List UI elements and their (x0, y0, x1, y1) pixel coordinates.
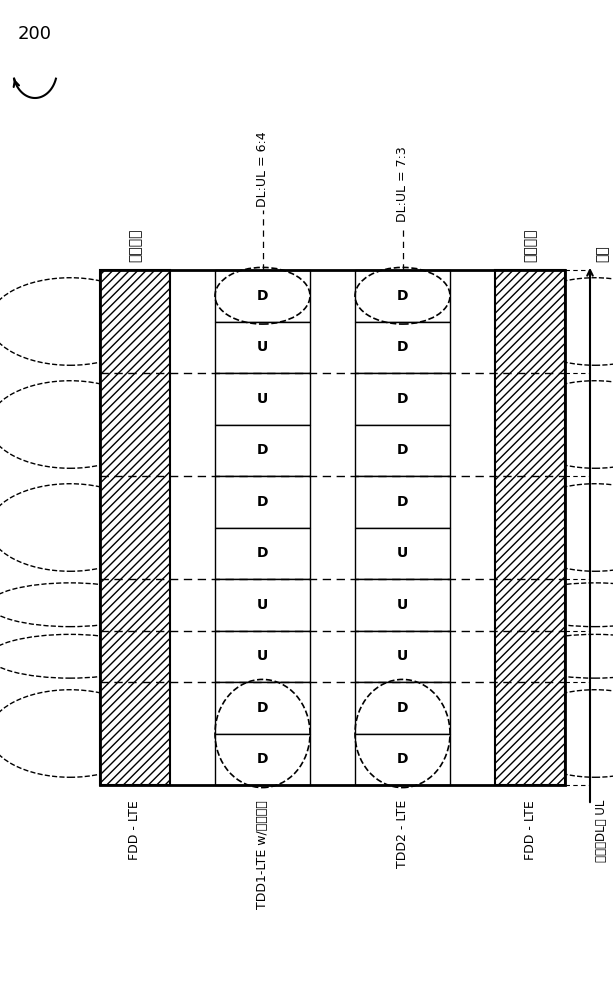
Text: DL:UL = 6:4: DL:UL = 6:4 (256, 131, 269, 207)
Bar (355, 322, 450, 373)
Text: D: D (257, 701, 268, 715)
Bar (215, 682, 310, 734)
Bar (355, 734, 450, 785)
Bar (100, 270, 170, 785)
Text: D: D (257, 752, 268, 766)
Bar (100, 270, 565, 785)
Bar (355, 528, 450, 579)
Text: FDD - LTE: FDD - LTE (524, 800, 536, 860)
Bar (355, 373, 450, 424)
Bar (215, 373, 310, 424)
Bar (495, 270, 565, 785)
Text: U: U (397, 598, 408, 612)
Text: DL:UL = 7:3: DL:UL = 7:3 (396, 146, 409, 222)
Bar (215, 579, 310, 631)
Bar (355, 579, 450, 631)
Bar (215, 270, 310, 322)
Text: D: D (397, 443, 408, 457)
Bar (355, 424, 450, 476)
Text: 下行链路: 下行链路 (128, 229, 142, 262)
Bar (215, 322, 310, 373)
Text: U: U (257, 649, 268, 663)
Text: U: U (257, 392, 268, 406)
Text: D: D (397, 392, 408, 406)
Bar (100, 270, 170, 785)
Text: D: D (397, 752, 408, 766)
Text: U: U (257, 340, 268, 354)
Text: D: D (397, 289, 408, 303)
Bar (215, 424, 310, 476)
Text: TDD1-LTE w/免许可的: TDD1-LTE w/免许可的 (256, 800, 269, 909)
Text: D: D (397, 495, 408, 509)
Text: D: D (397, 701, 408, 715)
Text: D: D (257, 289, 268, 303)
Text: TDD2 - LTE: TDD2 - LTE (396, 800, 409, 868)
Text: D: D (257, 495, 268, 509)
Text: FDD - LTE: FDD - LTE (129, 800, 142, 860)
Bar (215, 734, 310, 785)
Text: U: U (397, 649, 408, 663)
Text: D: D (257, 546, 268, 560)
Text: D: D (257, 443, 268, 457)
Bar (215, 631, 310, 682)
Bar (215, 476, 310, 528)
Bar (355, 682, 450, 734)
Text: 上行链路: 上行链路 (523, 229, 537, 262)
Bar (355, 476, 450, 528)
Bar (355, 631, 450, 682)
Bar (495, 270, 565, 785)
Text: U: U (257, 598, 268, 612)
Text: 时间: 时间 (595, 245, 609, 262)
Text: 有效的DL： UL: 有效的DL： UL (595, 800, 608, 862)
Bar (355, 270, 450, 322)
Text: 200: 200 (18, 25, 52, 43)
Text: D: D (397, 340, 408, 354)
Text: U: U (397, 546, 408, 560)
Bar (215, 528, 310, 579)
